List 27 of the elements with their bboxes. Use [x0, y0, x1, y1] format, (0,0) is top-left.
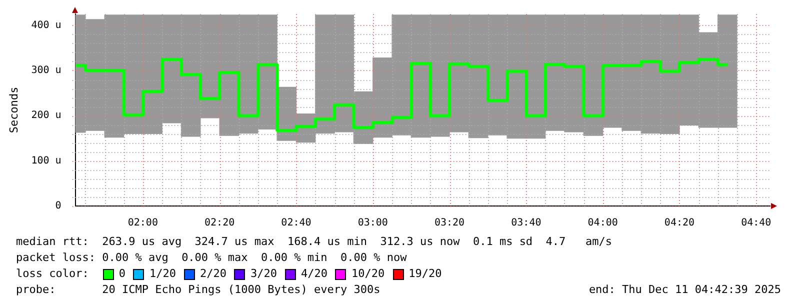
y-axis-title: Seconds: [7, 86, 20, 134]
y-tick-label: 200 u: [31, 110, 62, 122]
y-tick-label: 400 u: [31, 20, 62, 31]
text: 2/20: [200, 266, 226, 282]
text: loss color:: [16, 266, 89, 282]
x-tick-label: 03:40: [511, 218, 542, 229]
x-tick-label: 02:00: [128, 218, 158, 229]
text: median rtt: 263.9 us avg 324.7 us max 168.4 us min 312.3 us now 0.1 ms sd 4.7 am/s: [16, 234, 612, 250]
x-tick-label: 04:20: [664, 218, 695, 229]
x-tick-label: 04:00: [588, 218, 618, 229]
text: 4/20: [300, 266, 328, 282]
y-tick-label: 0: [55, 200, 62, 212]
x-tick-label: 02:20: [204, 218, 235, 229]
text: end: Thu Dec 11 04:42:39 2025: [588, 282, 781, 297]
x-tick-label: 03:20: [434, 218, 465, 229]
text: 19/20: [408, 266, 442, 282]
text: 1/20: [149, 266, 176, 282]
text: probe: 20 ICMP Echo Pings (1000 Bytes) every 300s: [16, 283, 380, 296]
x-tick-label: 02:40: [281, 218, 312, 229]
x-tick-label: 03:00: [358, 218, 388, 229]
y-tick-label: 300 u: [31, 65, 62, 76]
text: 10/20: [351, 266, 385, 282]
x-tick-label: 04:40: [741, 218, 772, 229]
text: 3/20: [250, 266, 277, 282]
y-tick-label: 100 u: [31, 155, 62, 166]
text: 0: [118, 266, 126, 282]
text: packet loss: 0.00 % avg 0.00 % max 0.00 % min 0.00 % now: [16, 250, 408, 266]
